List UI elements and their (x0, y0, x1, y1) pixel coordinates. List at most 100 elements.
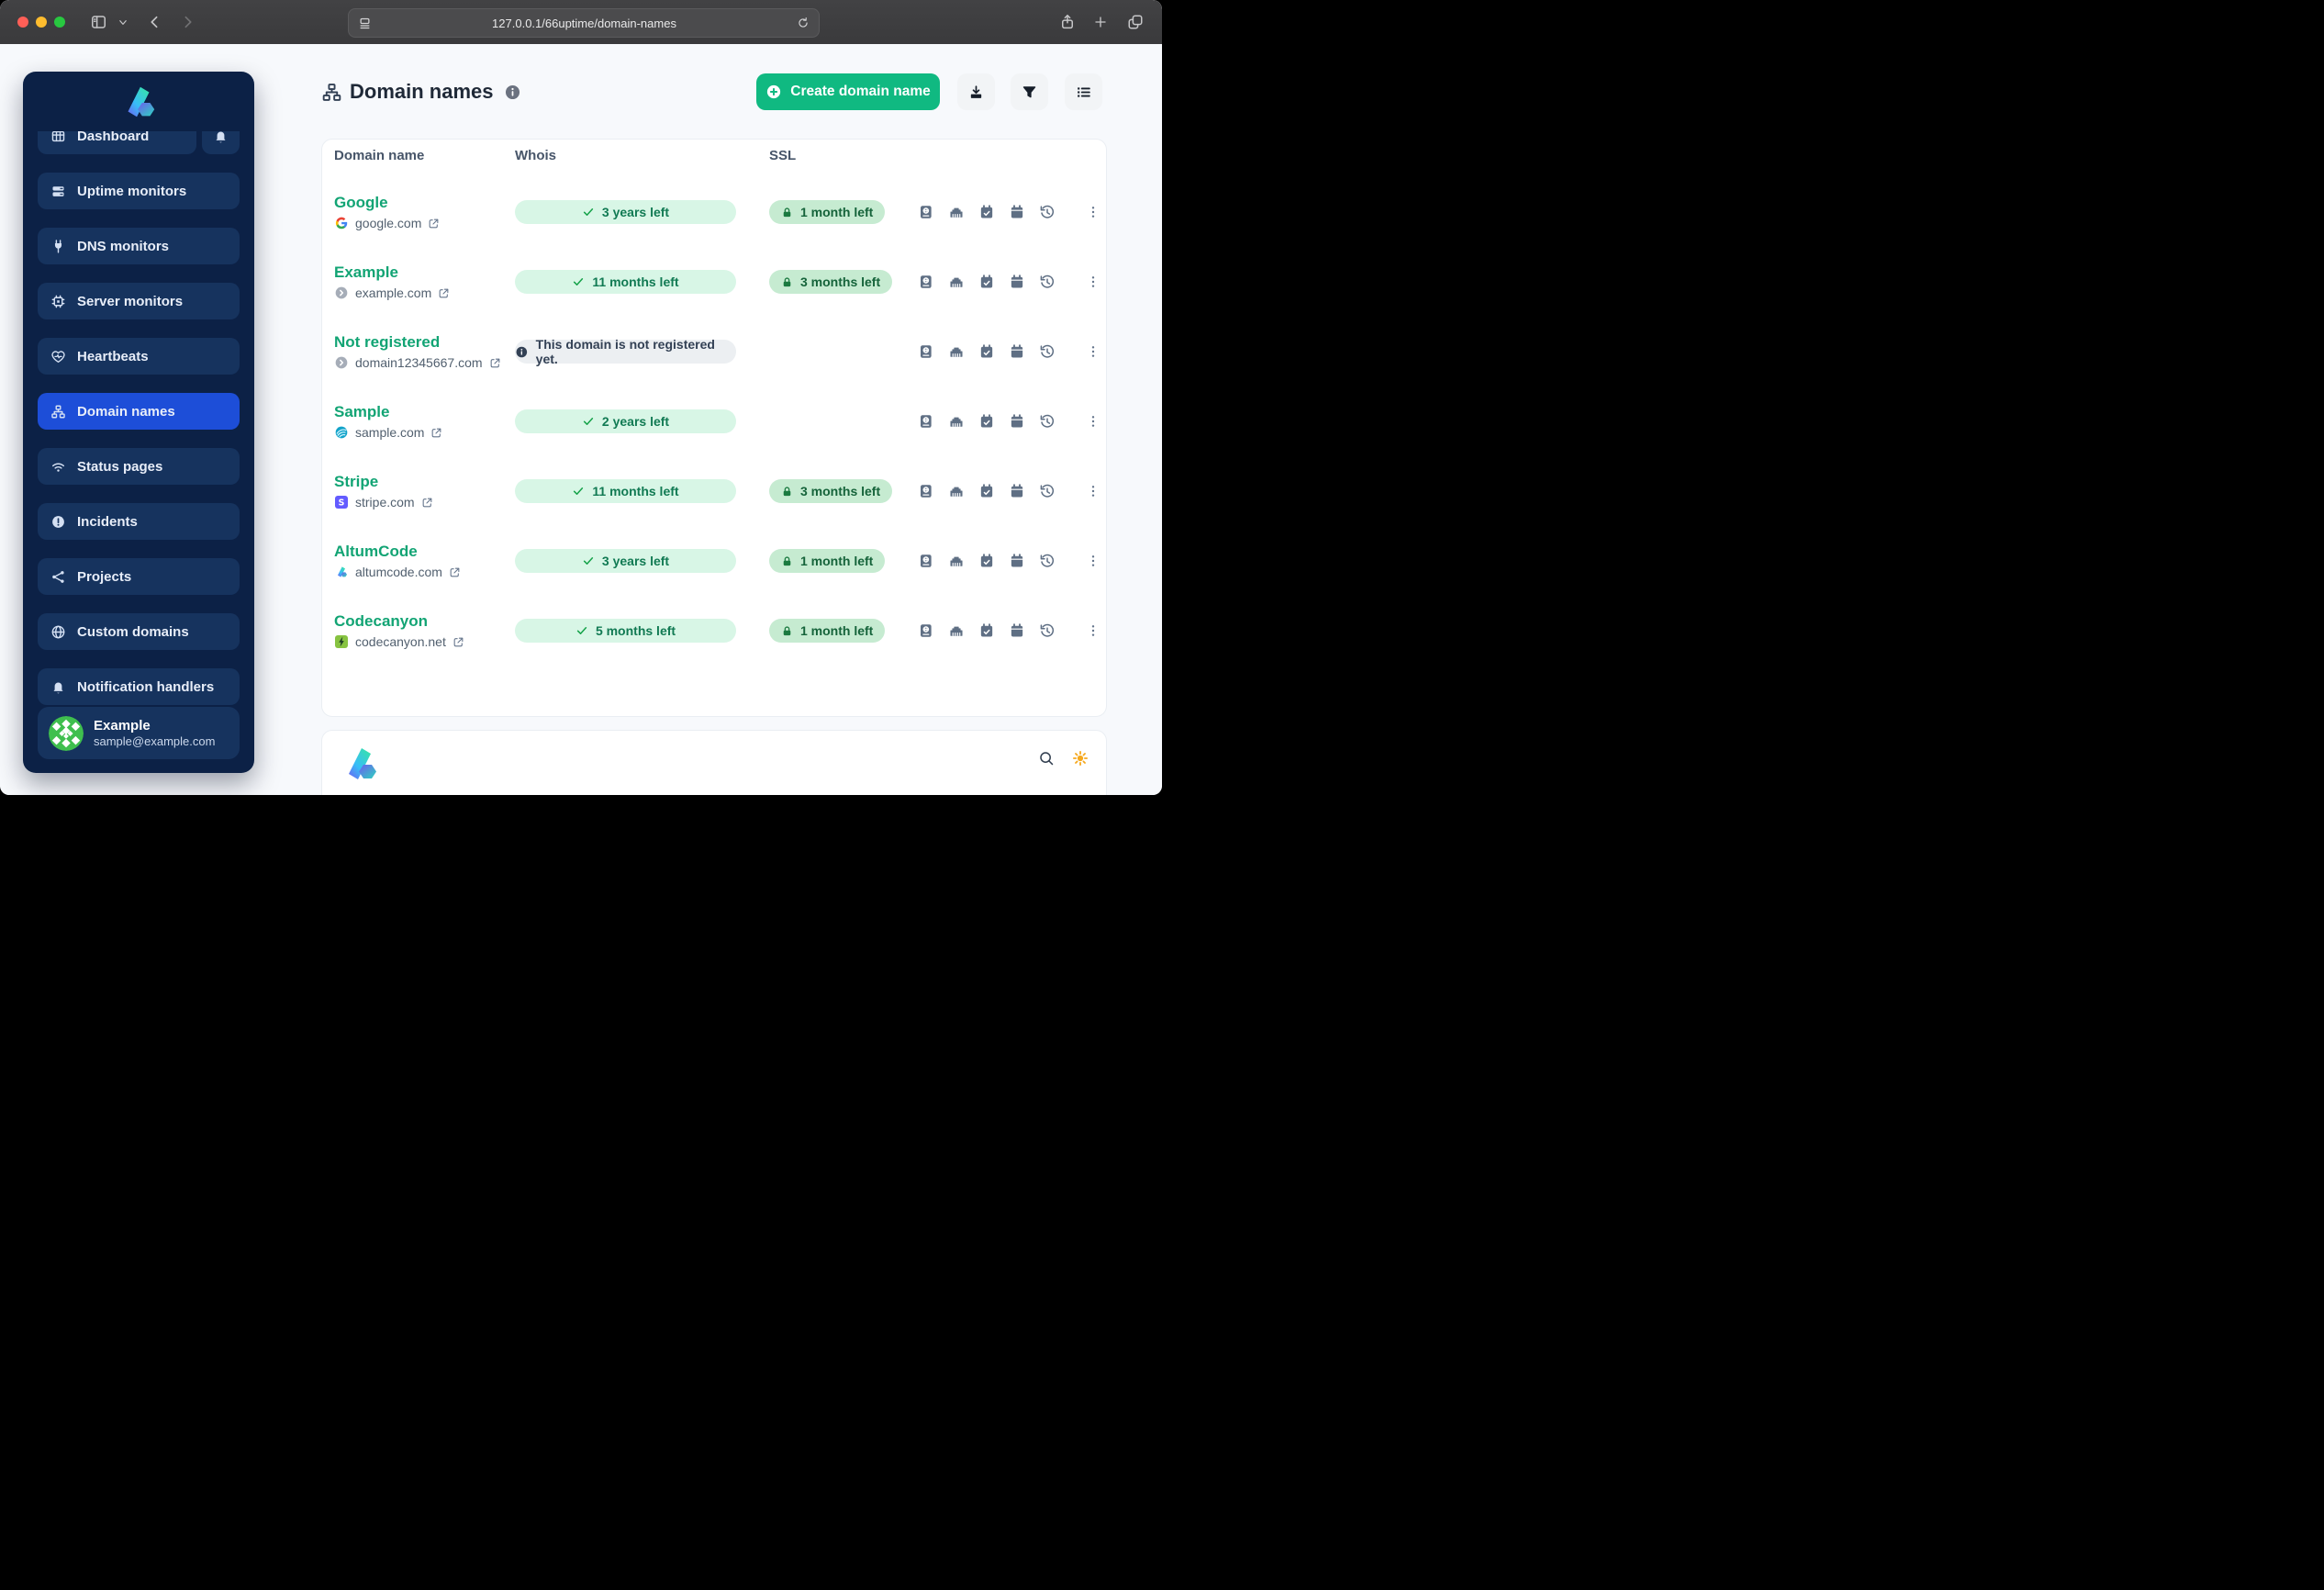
create-domain-name-button[interactable]: Create domain name (756, 73, 940, 110)
domain-name-link[interactable]: AltumCode (334, 543, 418, 560)
sidebar-item-domain-names[interactable]: Domain names (38, 393, 240, 430)
calendar-icon[interactable] (1009, 483, 1025, 499)
info-circle-icon[interactable] (504, 84, 521, 101)
sidebar-item-dns-monitors[interactable]: DNS monitors (38, 228, 240, 264)
external-link-icon[interactable] (489, 357, 501, 369)
sitemap-icon (321, 82, 342, 103)
user-profile[interactable]: Example sample@example.com (38, 707, 240, 759)
notifications-button[interactable] (202, 131, 240, 154)
external-link-icon[interactable] (430, 427, 442, 439)
ethernet-icon[interactable] (948, 622, 965, 639)
page-title: Domain names (350, 80, 494, 103)
calendar-icon[interactable] (1009, 274, 1025, 290)
calendar-icon[interactable] (1009, 413, 1025, 430)
history-icon[interactable] (1039, 343, 1056, 360)
share-icon[interactable] (1059, 13, 1076, 31)
ethernet-icon[interactable] (948, 204, 965, 220)
history-icon[interactable] (1039, 413, 1056, 430)
calendar-check-icon[interactable] (978, 483, 995, 499)
ethernet-icon[interactable] (948, 483, 965, 499)
calendar-icon[interactable] (1009, 204, 1025, 220)
history-icon[interactable] (1039, 622, 1056, 639)
ellipsis-vertical-icon[interactable] (1086, 622, 1101, 639)
external-link-icon[interactable] (453, 636, 464, 648)
domain-name-link[interactable]: Codecanyon (334, 612, 429, 630)
history-icon[interactable] (1039, 553, 1056, 569)
url-bar[interactable]: 127.0.0.1/66uptime/domain-names (348, 8, 820, 38)
ellipsis-vertical-icon[interactable] (1086, 204, 1101, 220)
sidebar-item-label: Notification handlers (77, 678, 215, 695)
whois-book-icon[interactable] (918, 204, 934, 220)
calendar-check-icon[interactable] (978, 413, 995, 430)
calendar-icon[interactable] (1009, 343, 1025, 360)
ellipsis-vertical-icon[interactable] (1086, 413, 1101, 430)
domain-name-link[interactable]: Sample (334, 403, 390, 420)
sidebar-item-custom-domains[interactable]: Custom domains (38, 613, 240, 650)
whois-book-icon[interactable] (918, 483, 934, 499)
sidebar-item-status-pages[interactable]: Status pages (38, 448, 240, 485)
ethernet-icon[interactable] (948, 274, 965, 290)
external-link-icon[interactable] (438, 287, 450, 299)
tab-overview-icon[interactable] (1127, 14, 1144, 30)
whois-book-icon[interactable] (918, 274, 934, 290)
forward-icon[interactable] (180, 14, 196, 30)
calendar-check-icon[interactable] (978, 553, 995, 569)
ellipsis-vertical-icon[interactable] (1086, 553, 1101, 569)
external-link-icon[interactable] (428, 218, 440, 230)
history-icon[interactable] (1039, 274, 1056, 290)
table-row: Example example.com 11 months left (322, 247, 1106, 317)
reload-icon[interactable] (797, 17, 810, 29)
profile-name: Example (94, 718, 151, 733)
sidebar-item-dashboard[interactable]: Dashboard (38, 131, 196, 154)
domain-name-link[interactable]: Not registered (334, 333, 441, 351)
whois-book-icon[interactable] (918, 343, 934, 360)
reader-icon[interactable] (358, 17, 372, 30)
external-link-icon[interactable] (449, 566, 461, 578)
whois-book-icon[interactable] (918, 553, 934, 569)
lock-icon (781, 625, 793, 637)
domain-name-link[interactable]: Google (334, 194, 388, 211)
calendar-check-icon[interactable] (978, 343, 995, 360)
calendar-icon[interactable] (1009, 553, 1025, 569)
sidebar-item-uptime-monitors[interactable]: Uptime monitors (38, 173, 240, 209)
history-icon[interactable] (1039, 204, 1056, 220)
plug-icon (50, 239, 66, 254)
theme-toggle-sun-icon[interactable] (1072, 750, 1089, 767)
export-button[interactable] (957, 73, 995, 110)
list-view-button[interactable] (1065, 73, 1102, 110)
domain-name-link[interactable]: Stripe (334, 473, 379, 490)
new-tab-icon[interactable] (1093, 15, 1108, 29)
whois-status-badge: 2 years left (515, 409, 736, 433)
ellipsis-vertical-icon[interactable] (1086, 343, 1101, 360)
search-icon[interactable] (1038, 750, 1055, 767)
domain-url: altumcode.com (355, 565, 442, 579)
ethernet-icon[interactable] (948, 343, 965, 360)
ellipsis-vertical-icon[interactable] (1086, 274, 1101, 290)
ethernet-icon[interactable] (948, 413, 965, 430)
external-link-icon[interactable] (421, 497, 433, 509)
calendar-icon[interactable] (1009, 622, 1025, 639)
sidebar-item-heartbeats[interactable]: Heartbeats (38, 338, 240, 375)
close-window-button[interactable] (17, 17, 28, 28)
whois-book-icon[interactable] (918, 622, 934, 639)
minimize-window-button[interactable] (36, 17, 47, 28)
ellipsis-vertical-icon[interactable] (1086, 483, 1101, 499)
back-icon[interactable] (147, 14, 162, 30)
zoom-window-button[interactable] (54, 17, 65, 28)
list-icon (1076, 84, 1091, 100)
sidebar-toggle-icon[interactable] (90, 14, 107, 30)
chevron-down-icon[interactable] (117, 17, 128, 28)
sidebar-item-projects[interactable]: Projects (38, 558, 240, 595)
browser-window: 127.0.0.1/66uptime/domain-names Dashboar… (0, 0, 1162, 795)
whois-book-icon[interactable] (918, 413, 934, 430)
filter-button[interactable] (1011, 73, 1048, 110)
sidebar-item-notification-handlers[interactable]: Notification handlers (38, 668, 240, 705)
history-icon[interactable] (1039, 483, 1056, 499)
calendar-check-icon[interactable] (978, 274, 995, 290)
calendar-check-icon[interactable] (978, 204, 995, 220)
sidebar-item-incidents[interactable]: Incidents (38, 503, 240, 540)
sidebar-item-server-monitors[interactable]: Server monitors (38, 283, 240, 319)
calendar-check-icon[interactable] (978, 622, 995, 639)
domain-name-link[interactable]: Example (334, 263, 398, 281)
ethernet-icon[interactable] (948, 553, 965, 569)
